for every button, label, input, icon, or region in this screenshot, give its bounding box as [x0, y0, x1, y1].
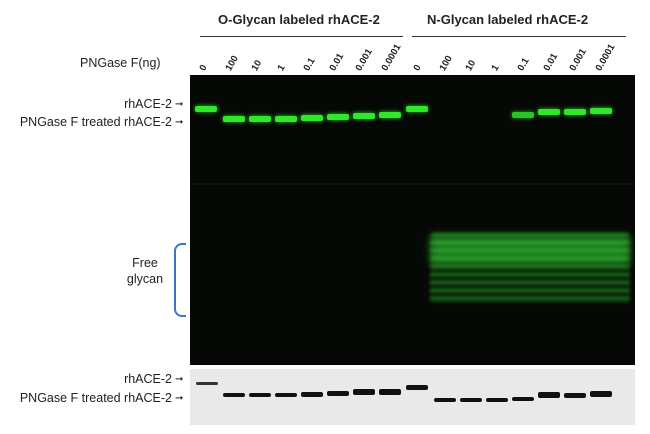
o-glycan-group-title: O-Glycan labeled rhACE-2: [218, 12, 380, 27]
lane-label: 0.1: [515, 56, 532, 73]
lane-label: 0.001: [567, 46, 589, 73]
gel-band: [223, 393, 245, 397]
gel-band: [564, 109, 586, 115]
gel-band: [327, 391, 349, 396]
gel-band: [538, 109, 560, 115]
arrow-right-icon: ➞: [175, 117, 184, 128]
gel-band: [249, 393, 271, 397]
arrow-right-icon: ➞: [175, 393, 184, 404]
free-glycan-glow: [430, 235, 630, 265]
o-glycan-bracket: [200, 36, 403, 37]
gel-band: [406, 385, 428, 390]
gel-band: [538, 392, 560, 398]
gel-band: [275, 393, 297, 397]
lane-label: 0.01: [541, 51, 561, 73]
gel-band: [275, 116, 297, 122]
gel-faint-line: [190, 183, 635, 185]
stained-gel: [190, 369, 635, 425]
lane-label: 100: [223, 53, 241, 73]
treated-label: PNGase F treated rhACE-2: [19, 115, 172, 129]
gel-band: [327, 114, 349, 120]
gel-band: [486, 398, 508, 402]
fluorescence-gel: [190, 75, 635, 365]
lane-label: 0.01: [327, 51, 347, 73]
free-glycan-smear: [430, 233, 630, 303]
arrow-right-icon: ➞: [175, 99, 184, 110]
n-glycan-group-title: N-Glycan labeled rhACE-2: [427, 12, 589, 27]
gel-band: [590, 108, 612, 114]
lane-label: 1: [275, 62, 288, 73]
gel-band: [590, 391, 612, 397]
gel-band: [512, 112, 534, 118]
free-glycan-label: Free glycan: [115, 255, 175, 287]
n-glycan-bracket: [412, 36, 626, 37]
gel-band: [379, 112, 401, 118]
rhace2-bottom-label: rhACE-2: [124, 372, 172, 386]
pngase-label: PNGase F(ng): [80, 56, 161, 70]
lane-label: 100: [437, 53, 455, 73]
lane-label: 0.1: [301, 56, 318, 73]
gel-band: [564, 393, 586, 398]
gel-band: [512, 397, 534, 401]
gel-band: [249, 116, 271, 122]
lane-label: 1: [489, 62, 502, 73]
treated-bottom-label: PNGase F treated rhACE-2: [19, 391, 172, 405]
lane-label: 0: [411, 62, 424, 73]
free-glycan-line2: glycan: [126, 272, 164, 286]
lane-label: 10: [463, 58, 479, 73]
lane-label: 0.0001: [379, 42, 404, 73]
lane-label: 0: [197, 62, 210, 73]
gel-band: [353, 113, 375, 119]
gel-band: [301, 115, 323, 121]
gel-band: [301, 392, 323, 397]
lane-label: 0.001: [353, 46, 375, 73]
lane-label: 0.0001: [593, 42, 618, 73]
rhace2-label: rhACE-2: [124, 97, 172, 111]
brace-icon: [174, 243, 186, 317]
gel-band: [434, 398, 456, 402]
gel-band: [353, 389, 375, 395]
gel-band: [460, 398, 482, 402]
gel-band: [195, 106, 217, 112]
gel-band: [406, 106, 428, 112]
arrow-right-icon: ➞: [175, 374, 184, 385]
lane-label: 10: [249, 58, 265, 73]
free-glycan-line1: Free: [132, 256, 158, 270]
gel-band: [223, 116, 245, 122]
gel-band: [196, 382, 218, 385]
gel-band: [379, 389, 401, 395]
